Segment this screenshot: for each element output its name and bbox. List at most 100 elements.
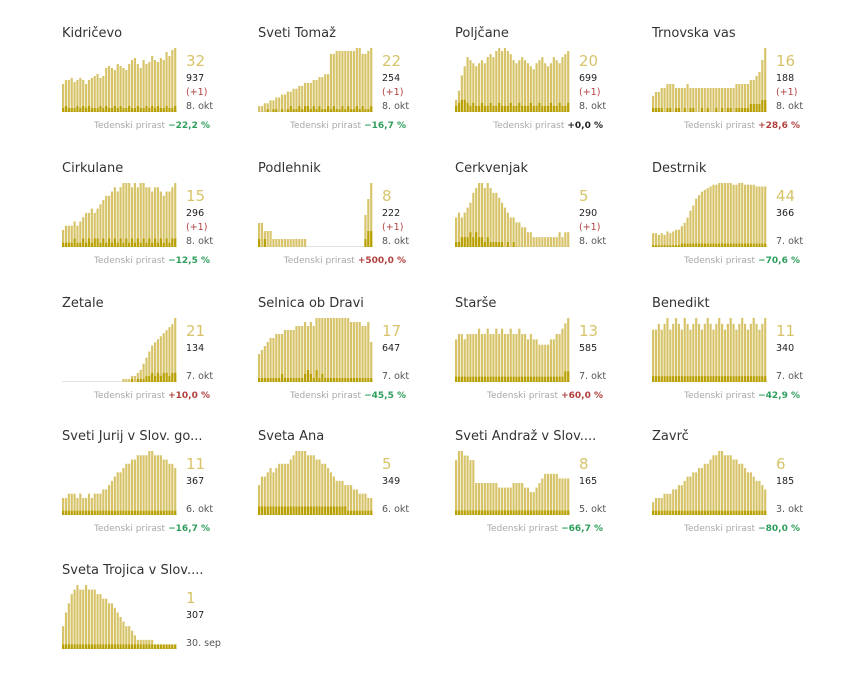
new-cases-bar: [295, 109, 298, 112]
active-cases-bar: [145, 357, 148, 382]
new-cases-bar: [301, 109, 304, 112]
new-cases-bar: [139, 242, 142, 247]
new-cases-bar: [275, 109, 278, 112]
active-cases-bar: [463, 212, 466, 247]
active-cases-bar: [538, 60, 541, 112]
active-cases-bar: [723, 183, 727, 247]
active-cases-bar: [159, 191, 162, 247]
new-cases-bar: [455, 510, 458, 515]
new-cases-bar: [746, 243, 750, 247]
new-cases-bar: [108, 238, 111, 247]
new-cases-bar: [718, 510, 721, 515]
active-cases-bar: [663, 493, 666, 515]
new-cases-bar: [110, 242, 114, 247]
weekly-growth-label: Tedenski prirast: [684, 524, 756, 534]
new-cases-bar: [735, 510, 738, 515]
new-cases-bar: [746, 108, 750, 112]
municipality-name: Benedikt: [652, 296, 710, 311]
new-cases-bar: [76, 106, 79, 112]
municipality-name: Cerkvenjak: [455, 161, 528, 176]
active-cases-bar: [272, 472, 275, 515]
active-cases-bar: [344, 485, 347, 515]
sparkline-bar-chart: [258, 318, 373, 382]
active-cases-bar: [162, 459, 165, 515]
new-cases-bar: [726, 510, 729, 515]
new-cases-bar: [729, 243, 732, 247]
active-cases-bar: [480, 183, 484, 247]
new-cases-bar: [165, 510, 168, 515]
active-cases-bar: [761, 60, 764, 112]
new-cases-bar: [96, 644, 99, 649]
new-cases-bar: [672, 510, 675, 515]
new-cases-bar: [732, 376, 735, 382]
new-cases-bar: [738, 243, 741, 247]
new-cases-bar: [741, 108, 744, 112]
active-cases-bar: [547, 237, 550, 247]
active-cases-bar: [552, 339, 555, 382]
new-cases-bar: [156, 510, 160, 515]
new-cases-bar: [370, 378, 373, 382]
new-cases-bar: [706, 108, 709, 112]
daily-increase: (+1): [382, 87, 404, 98]
new-cases-bar: [128, 644, 131, 649]
new-cases-bar: [87, 644, 91, 649]
new-cases-bar: [526, 376, 530, 382]
new-cases-bar: [744, 376, 747, 382]
active-cases-bar: [281, 334, 284, 382]
active-cases-bar: [269, 100, 272, 112]
new-cases-bar: [347, 510, 350, 515]
new-cases-bar: [64, 242, 68, 247]
new-cases-bar: [538, 510, 541, 515]
weekly-growth-value: −45,5 %: [364, 391, 406, 401]
active-cases-bar: [544, 473, 547, 515]
new-cases-bar: [263, 239, 266, 247]
active-cases-bar: [159, 455, 162, 515]
active-cases-bar: [666, 231, 669, 247]
new-cases-bar: [151, 644, 154, 649]
new-cases-bar: [483, 242, 486, 247]
active-cases-bar: [258, 485, 261, 515]
new-cases-bar: [555, 376, 558, 382]
new-cases-bar: [116, 510, 119, 515]
active-cases-bar: [324, 463, 327, 515]
new-cases-bar: [660, 510, 663, 515]
new-cases-bar: [561, 105, 564, 112]
new-cases-bar: [125, 510, 128, 515]
new-cases-bar: [93, 510, 96, 515]
active-cases-bar: [295, 239, 298, 247]
new-cases-bar: [709, 376, 712, 382]
active-cases-bar: [329, 318, 333, 382]
new-cases-bar: [87, 238, 91, 247]
new-cases-bar: [564, 105, 567, 112]
weekly-growth: Tedenski prirast −80,0 %: [684, 524, 800, 534]
active-cases-bar: [524, 334, 527, 382]
active-cases-bar: [102, 598, 105, 649]
weekly-growth: Tedenski prirast +10,0 %: [94, 391, 210, 401]
active-cases-bar: [292, 239, 295, 247]
active-cases-bar: [741, 318, 744, 382]
active-cases-bar: [463, 339, 466, 382]
active-cases-bar: [761, 323, 764, 382]
active-cases-bar: [672, 323, 675, 382]
active-cases-bar: [347, 318, 350, 382]
active-cases-bar: [358, 322, 361, 382]
new-cases-bar: [657, 510, 660, 515]
active-cases-bar: [82, 80, 85, 112]
new-cases-bar: [70, 242, 73, 247]
active-cases-bar: [552, 57, 555, 112]
active-cases-bar: [764, 48, 767, 112]
new-cases-bar: [260, 506, 264, 515]
active-cases-value: 8: [579, 455, 589, 473]
last-update-date: 7. okt: [579, 371, 607, 382]
active-cases-bar: [113, 607, 116, 649]
active-cases-bar: [289, 91, 292, 112]
new-cases-bar: [309, 506, 312, 515]
new-cases-bar: [460, 510, 463, 515]
active-cases-bar: [154, 342, 157, 382]
active-cases-bar: [741, 84, 744, 112]
active-cases-bar: [116, 472, 119, 515]
new-cases-bar: [666, 108, 669, 112]
active-cases-bar: [73, 493, 76, 515]
active-cases-bar: [706, 463, 709, 515]
active-cases-bar: [260, 106, 264, 112]
